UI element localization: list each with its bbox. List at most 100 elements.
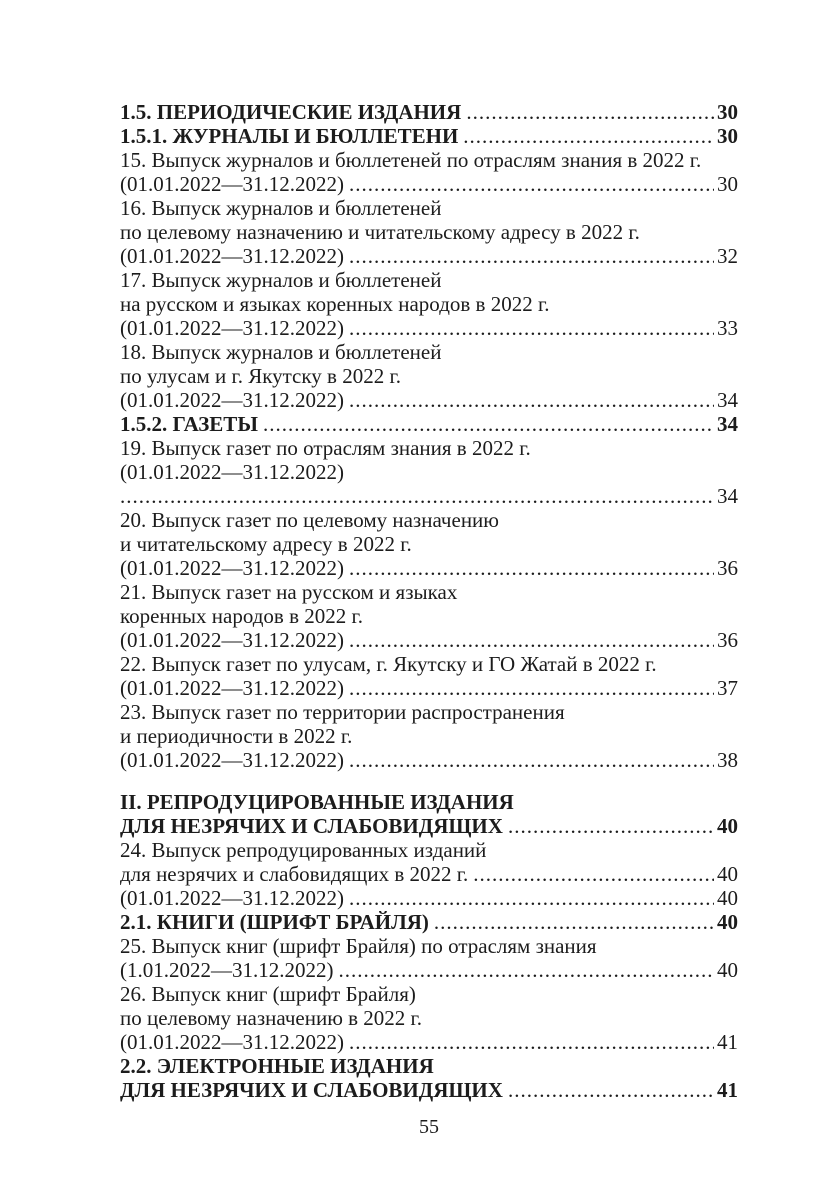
dot-leader xyxy=(349,556,714,580)
dot-leader xyxy=(349,316,714,340)
toc-page-number: 38 xyxy=(717,748,738,772)
toc-line: по целевому назначению и читательскому а… xyxy=(120,220,738,244)
toc-entry-text: 15. Выпуск журналов и бюллетеней по отра… xyxy=(120,148,702,172)
toc-entry-text: (1.01.2022—31.12.2022) xyxy=(120,958,334,982)
toc-line: на русском и языках коренных народов в 2… xyxy=(120,292,738,316)
toc-entry-text: (01.01.2022—31.12.2022) xyxy=(120,316,344,340)
toc-line: коренных народов в 2022 г. xyxy=(120,604,738,628)
toc-line: II. РЕПРОДУЦИРОВАННЫЕ ИЗДАНИЯ xyxy=(120,790,738,814)
dot-leader xyxy=(349,886,714,910)
toc-entry-text: ДЛЯ НЕЗРЯЧИХ И СЛАБОВИДЯЩИХ xyxy=(120,1078,503,1102)
toc-entry-text: 18. Выпуск журналов и бюллетеней xyxy=(120,340,442,364)
toc-entry-text: 23. Выпуск газет по территории распростр… xyxy=(120,700,565,724)
toc-line: по улусам и г. Якутску в 2022 г. xyxy=(120,364,738,388)
dot-leader xyxy=(434,910,714,934)
dot-leader xyxy=(349,172,714,196)
toc-entry-text: (01.01.2022—31.12.2022) xyxy=(120,556,344,580)
toc-entry-text: 26. Выпуск книг (шрифт Брайля) xyxy=(120,982,416,1006)
dot-leader xyxy=(339,958,715,982)
toc-page-number: 30 xyxy=(717,172,738,196)
toc-line: 25. Выпуск книг (шрифт Брайля) по отрасл… xyxy=(120,934,738,958)
toc-line: 23. Выпуск газет по территории распростр… xyxy=(120,700,738,724)
toc-entry-text: 2.1. КНИГИ (ШРИФТ БРАЙЛЯ) xyxy=(120,910,429,934)
dot-leader xyxy=(349,748,714,772)
toc-line: ДЛЯ НЕЗРЯЧИХ И СЛАБОВИДЯЩИХ 40 xyxy=(120,814,738,838)
toc-line: 34 xyxy=(120,484,738,508)
toc-entry-text: (01.01.2022—31.12.2022) xyxy=(120,628,344,652)
toc-entry-text: (01.01.2022—31.12.2022) xyxy=(120,676,344,700)
toc-line: 2.2. ЭЛЕКТРОННЫЕ ИЗДАНИЯ xyxy=(120,1054,738,1078)
toc-line: (01.01.2022—31.12.2022) 37 xyxy=(120,676,738,700)
toc-entry-text: 16. Выпуск журналов и бюллетеней xyxy=(120,196,442,220)
toc-page-number: 40 xyxy=(717,958,738,982)
dot-leader xyxy=(349,628,714,652)
toc-page-number: 30 xyxy=(717,124,738,148)
toc-line: 17. Выпуск журналов и бюллетеней xyxy=(120,268,738,292)
toc-entry-text: (01.01.2022—31.12.2022) xyxy=(120,244,344,268)
toc-line: (01.01.2022—31.12.2022) 30 xyxy=(120,172,738,196)
toc-entry-text: II. РЕПРОДУЦИРОВАННЫЕ ИЗДАНИЯ xyxy=(120,790,514,814)
toc-page-number: 41 xyxy=(717,1078,738,1102)
toc-line: ДЛЯ НЕЗРЯЧИХ И СЛАБОВИДЯЩИХ 41 xyxy=(120,1078,738,1102)
toc-entry-text: по целевому назначению и читательскому а… xyxy=(120,220,640,244)
toc-entry-text: на русском и языках коренных народов в 2… xyxy=(120,292,550,316)
toc-entry-text: по улусам и г. Якутску в 2022 г. xyxy=(120,364,401,388)
toc-line: (01.01.2022—31.12.2022) 34 xyxy=(120,388,738,412)
toc-page-number: 36 xyxy=(717,628,738,652)
toc-entry-text: 1.5.2. ГАЗЕТЫ xyxy=(120,412,258,436)
toc-entry-text: 1.5. ПЕРИОДИЧЕСКИЕ ИЗДАНИЯ xyxy=(120,100,462,124)
toc-page-number: 40 xyxy=(717,886,738,910)
toc-page-number: 32 xyxy=(717,244,738,268)
toc-line: 21. Выпуск газет на русском и языках xyxy=(120,580,738,604)
dot-leader xyxy=(508,1078,714,1102)
toc-line: (01.01.2022—31.12.2022) 38 xyxy=(120,748,738,772)
toc-entry-text: 24. Выпуск репродуцированных изданий xyxy=(120,838,487,862)
table-of-contents: 1.5. ПЕРИОДИЧЕСКИЕ ИЗДАНИЯ301.5.1. ЖУРНА… xyxy=(120,100,738,1102)
toc-line: 2.1. КНИГИ (ШРИФТ БРАЙЛЯ) 40 xyxy=(120,910,738,934)
toc-page-number: 40 xyxy=(717,862,738,886)
toc-page-number: 40 xyxy=(717,814,738,838)
dot-leader xyxy=(349,388,714,412)
toc-page-number: 34 xyxy=(717,388,738,412)
toc-line: для незрячих и слабовидящих в 2022 г. 40 xyxy=(120,862,738,886)
toc-line: (01.01.2022—31.12.2022) 36 xyxy=(120,556,738,580)
toc-page-number: 40 xyxy=(717,910,738,934)
toc-line: 1.5.1. ЖУРНАЛЫ И БЮЛЛЕТЕНИ 30 xyxy=(120,124,738,148)
toc-line: (01.01.2022—31.12.2022) 41 xyxy=(120,1030,738,1054)
toc-line: 1.5. ПЕРИОДИЧЕСКИЕ ИЗДАНИЯ 30 xyxy=(120,100,738,124)
dot-leader xyxy=(349,676,714,700)
toc-entry-text: 21. Выпуск газет на русском и языках xyxy=(120,580,458,604)
toc-line: (01.01.2022—31.12.2022) 32 xyxy=(120,244,738,268)
toc-entry-text: 19. Выпуск газет по отраслям знания в 20… xyxy=(120,436,531,460)
toc-line: 24. Выпуск репродуцированных изданий xyxy=(120,838,738,862)
toc-entry-text: (01.01.2022—31.12.2022) xyxy=(120,460,344,484)
toc-entry-text: и периодичности в 2022 г. xyxy=(120,724,353,748)
toc-entry-text: и читательскому адресу в 2022 г. xyxy=(120,532,412,556)
toc-line: (01.01.2022—31.12.2022) 40 xyxy=(120,886,738,910)
toc-line: (01.01.2022—31.12.2022) 36 xyxy=(120,628,738,652)
toc-line: 16. Выпуск журналов и бюллетеней xyxy=(120,196,738,220)
toc-line: 20. Выпуск газет по целевому назначению xyxy=(120,508,738,532)
toc-line: 26. Выпуск книг (шрифт Брайля) xyxy=(120,982,738,1006)
toc-entry-text: 2.2. ЭЛЕКТРОННЫЕ ИЗДАНИЯ xyxy=(120,1054,434,1078)
toc-line: по целевому назначению в 2022 г. xyxy=(120,1006,738,1030)
toc-line: (01.01.2022—31.12.2022) xyxy=(120,460,738,484)
toc-entry-text: 20. Выпуск газет по целевому назначению xyxy=(120,508,499,532)
dot-leader xyxy=(463,124,714,148)
toc-entry-text: (01.01.2022—31.12.2022) xyxy=(120,388,344,412)
dot-leader xyxy=(349,244,714,268)
toc-line: 18. Выпуск журналов и бюллетеней xyxy=(120,340,738,364)
toc-page-number: 33 xyxy=(717,316,738,340)
dot-leader xyxy=(349,1030,714,1054)
toc-page-number: 36 xyxy=(717,556,738,580)
dot-leader xyxy=(263,412,714,436)
dot-leader xyxy=(508,814,714,838)
dot-leader xyxy=(120,484,714,508)
toc-line: (1.01.2022—31.12.2022) 40 xyxy=(120,958,738,982)
toc-line: и читательскому адресу в 2022 г. xyxy=(120,532,738,556)
toc-line: 19. Выпуск газет по отраслям знания в 20… xyxy=(120,436,738,460)
toc-page-number: 41 xyxy=(717,1030,738,1054)
toc-entry-text: для незрячих и слабовидящих в 2022 г. xyxy=(120,862,469,886)
toc-entry-text: 17. Выпуск журналов и бюллетеней xyxy=(120,268,442,292)
toc-line: 15. Выпуск журналов и бюллетеней по отра… xyxy=(120,148,738,172)
